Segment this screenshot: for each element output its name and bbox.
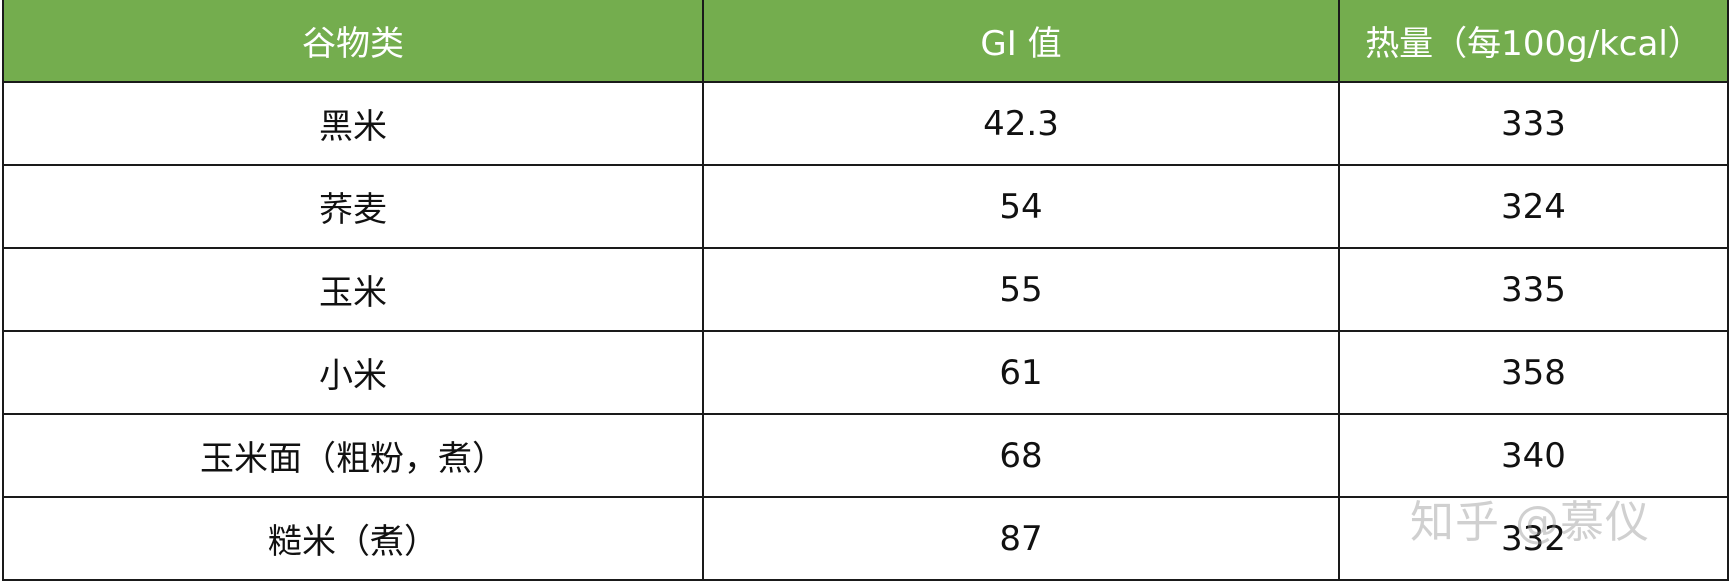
- calories-cell: 333: [1338, 81, 1729, 166]
- header-gi: GI 值: [702, 0, 1340, 83]
- calories-cell: 358: [1338, 330, 1729, 415]
- table-row: 黑米 42.3 333: [2, 81, 1729, 166]
- watermark: 知乎 @慕仪: [1410, 497, 1650, 548]
- gi-value-cell: 54: [702, 164, 1340, 249]
- gi-value-cell: 55: [702, 247, 1340, 332]
- calories-cell: 335: [1338, 247, 1729, 332]
- header-calories: 热量（每100g/kcal）: [1338, 0, 1729, 83]
- grain-name-cell: 糙米（煮）: [2, 496, 704, 581]
- grain-name-cell: 玉米: [2, 247, 704, 332]
- gi-value-cell: 87: [702, 496, 1340, 581]
- calories-cell: 340: [1338, 413, 1729, 498]
- table-header-row: 谷物类 GI 值 热量（每100g/kcal）: [2, 0, 1729, 83]
- grain-name-cell: 黑米: [2, 81, 704, 166]
- table-row: 玉米面（粗粉，煮） 68 340: [2, 413, 1729, 498]
- calories-cell: 324: [1338, 164, 1729, 249]
- gi-value-cell: 61: [702, 330, 1340, 415]
- table-row: 小米 61 358: [2, 330, 1729, 415]
- grain-name-cell: 荞麦: [2, 164, 704, 249]
- calories-cell: 332: [1338, 496, 1729, 581]
- header-grain: 谷物类: [2, 0, 704, 83]
- grain-name-cell: 玉米面（粗粉，煮）: [2, 413, 704, 498]
- table-row: 玉米 55 335: [2, 247, 1729, 332]
- gi-value-cell: 42.3: [702, 81, 1340, 166]
- gi-value-cell: 68: [702, 413, 1340, 498]
- grain-name-cell: 小米: [2, 330, 704, 415]
- table-row: 糙米（煮） 87 332: [2, 496, 1729, 581]
- table-row: 荞麦 54 324: [2, 164, 1729, 249]
